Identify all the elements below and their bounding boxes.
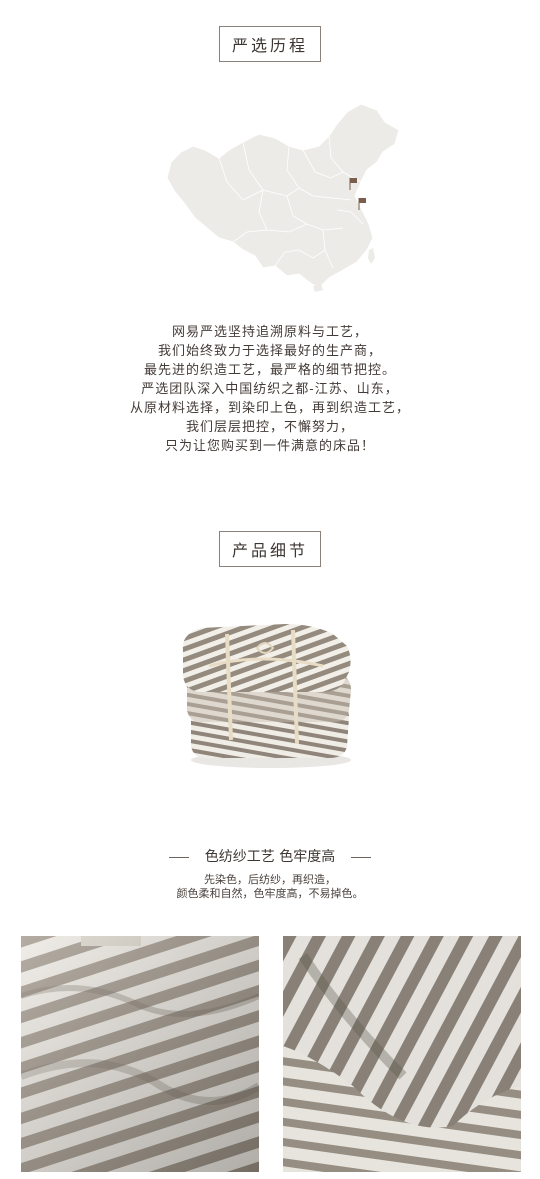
craft-description: 先染色，后纺纱，再织造， 颜色柔和自然，色牢度高，不易掉色。 bbox=[0, 873, 540, 901]
history-paragraph: 网易严选坚持追溯原料与工艺， 我们始终致力于选择最好的生产商， 最先进的织造工艺… bbox=[0, 323, 540, 456]
divider-right bbox=[351, 856, 372, 858]
craft-heading: 色纺纱工艺 色牢度高 bbox=[0, 846, 540, 866]
divider-left bbox=[168, 856, 189, 858]
paragraph-line: 严选团队深入中国纺织之都-江苏、山东， bbox=[141, 382, 399, 397]
china-map bbox=[166, 103, 400, 292]
flag-icon-jiangsu bbox=[358, 198, 366, 210]
flag-icon-shandong bbox=[349, 178, 357, 190]
description-line: 颜色柔和自然，色牢度高，不易掉色。 bbox=[176, 887, 364, 900]
paragraph-line: 我们层层把控，不懈努力， bbox=[185, 420, 354, 435]
craft-title-text: 色纺纱工艺 色牢度高 bbox=[204, 849, 336, 865]
province-borders bbox=[218, 135, 364, 269]
paragraph-line: 最先进的织造工艺，最严格的细节把控。 bbox=[143, 363, 396, 378]
paragraph-line: 我们始终致力于选择最好的生产商， bbox=[157, 344, 382, 359]
paragraph-line: 只为让您购买到一件满意的床品！ bbox=[164, 439, 375, 454]
duvet-closeup-photo bbox=[21, 936, 259, 1172]
description-line: 先染色，后纺纱，再织造， bbox=[204, 873, 336, 886]
map-island-taiwan bbox=[368, 248, 375, 264]
pillow-closeup-photo bbox=[283, 936, 521, 1172]
folded-bedding-image bbox=[182, 624, 351, 768]
paragraph-line: 网易严选坚持追溯原料与工艺， bbox=[171, 325, 368, 340]
map-island-hainan bbox=[313, 284, 323, 292]
map-shape bbox=[166, 103, 400, 289]
paragraph-line: 从原材料选择，到染印上色，再到织造工艺， bbox=[129, 401, 410, 416]
section-title-details: 产品细节 bbox=[218, 531, 322, 567]
section-title-history: 严选历程 bbox=[218, 26, 322, 62]
